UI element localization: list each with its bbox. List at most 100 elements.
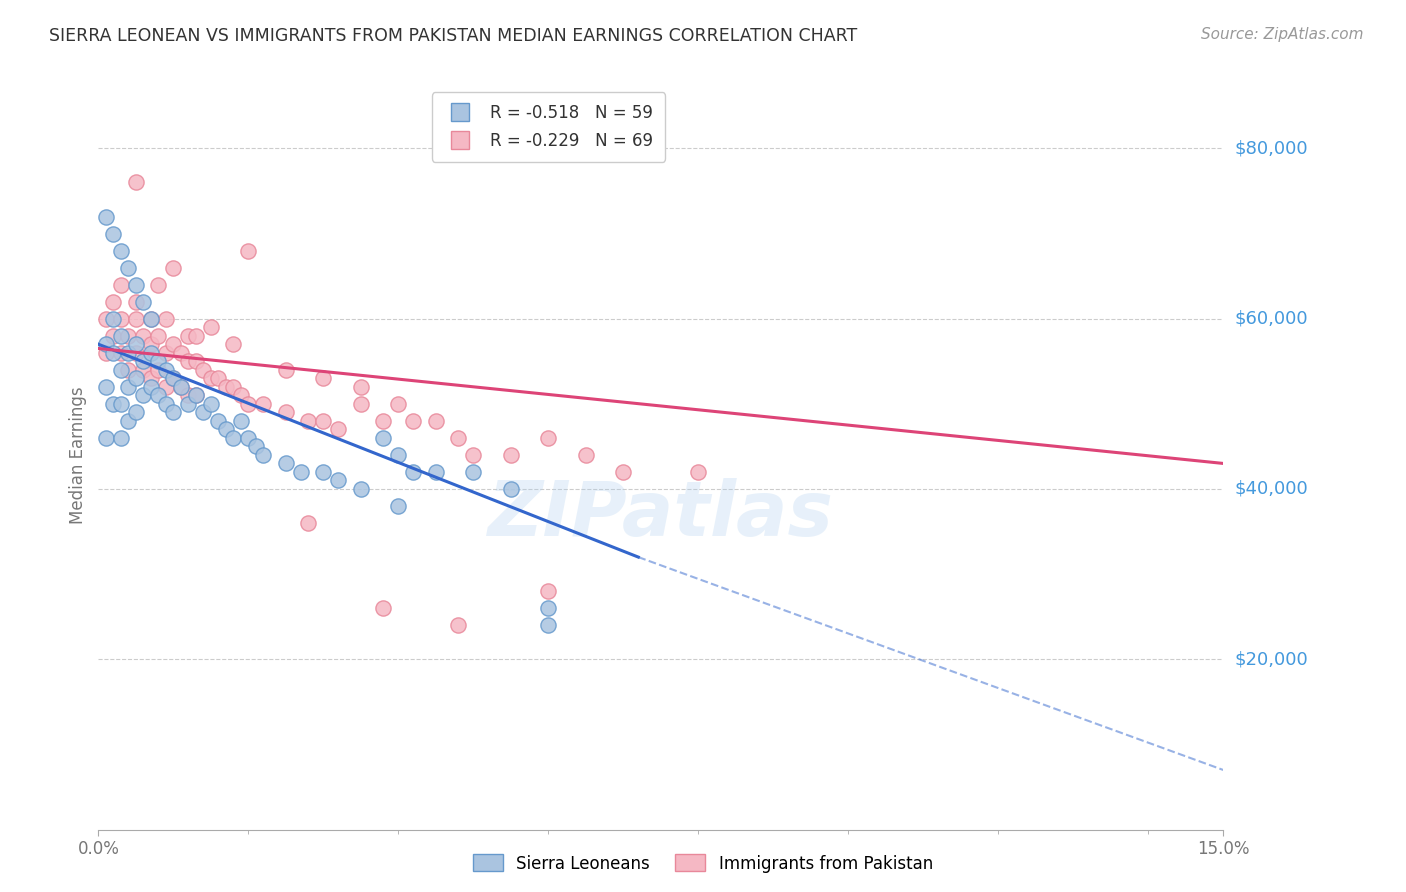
Point [222,337,245,351]
Text: $40,000: $40,000 [1234,480,1308,498]
Point [170,345,193,359]
Point [402,465,425,479]
Point [110,363,132,377]
Point [200,371,222,385]
Point [387,499,409,513]
Point [238,431,260,445]
Point [245,439,267,453]
Point [139,311,162,326]
Point [103,311,125,326]
Point [537,618,560,632]
Text: SIERRA LEONEAN VS IMMIGRANTS FROM PAKISTAN MEDIAN EARNINGS CORRELATION CHART: SIERRA LEONEAN VS IMMIGRANTS FROM PAKIST… [49,27,858,45]
Point [155,311,177,326]
Point [463,465,485,479]
Point [222,431,245,445]
Point [103,294,125,309]
Point [132,294,155,309]
Point [170,380,193,394]
Point [117,414,139,428]
Point [177,397,200,411]
Point [297,414,319,428]
Point [117,363,139,377]
Point [537,431,560,445]
Point [537,601,560,615]
Point [155,363,177,377]
Point [215,422,238,436]
Point [387,448,409,462]
Point [125,176,148,190]
Point [110,431,132,445]
Point [252,448,274,462]
Point [252,397,274,411]
Point [499,482,522,496]
Point [193,405,215,419]
Point [103,345,125,359]
Point [297,516,319,530]
Point [125,405,148,419]
Point [125,294,148,309]
Point [162,260,184,275]
Point [148,354,170,368]
Point [350,380,373,394]
Point [229,388,252,402]
Point [148,277,170,292]
Point [425,465,447,479]
Point [612,465,634,479]
Point [350,482,373,496]
Point [110,345,132,359]
Point [94,311,117,326]
Point [184,328,207,343]
Point [207,371,229,385]
Point [463,448,485,462]
Point [184,388,207,402]
Point [125,371,148,385]
Point [125,277,148,292]
Point [132,363,155,377]
Point [103,397,125,411]
Point [177,328,200,343]
Point [110,328,132,343]
Point [200,320,222,334]
Point [148,328,170,343]
Point [117,345,139,359]
Point [139,371,162,385]
Point [425,414,447,428]
Point [184,388,207,402]
Point [155,397,177,411]
Point [312,465,335,479]
Point [110,397,132,411]
Point [200,397,222,411]
Point [184,354,207,368]
Point [222,380,245,394]
Point [215,380,238,394]
Point [110,244,132,258]
Point [139,380,162,394]
Text: ZIPatlas: ZIPatlas [488,478,834,552]
Legend: Sierra Leoneans, Immigrants from Pakistan: Sierra Leoneans, Immigrants from Pakista… [467,847,939,880]
Point [117,380,139,394]
Point [162,371,184,385]
Text: $20,000: $20,000 [1234,650,1308,668]
Point [103,328,125,343]
Point [162,371,184,385]
Y-axis label: Median Earnings: Median Earnings [69,386,87,524]
Point [274,405,297,419]
Point [139,337,162,351]
Point [139,311,162,326]
Point [155,345,177,359]
Point [117,260,139,275]
Point [312,371,335,385]
Point [132,328,155,343]
Point [148,388,170,402]
Point [207,414,229,428]
Point [94,337,117,351]
Text: $80,000: $80,000 [1234,139,1308,157]
Point [373,414,395,428]
Point [94,380,117,394]
Point [110,311,132,326]
Point [274,363,297,377]
Point [328,474,350,488]
Point [132,388,155,402]
Point [238,397,260,411]
Point [117,328,139,343]
